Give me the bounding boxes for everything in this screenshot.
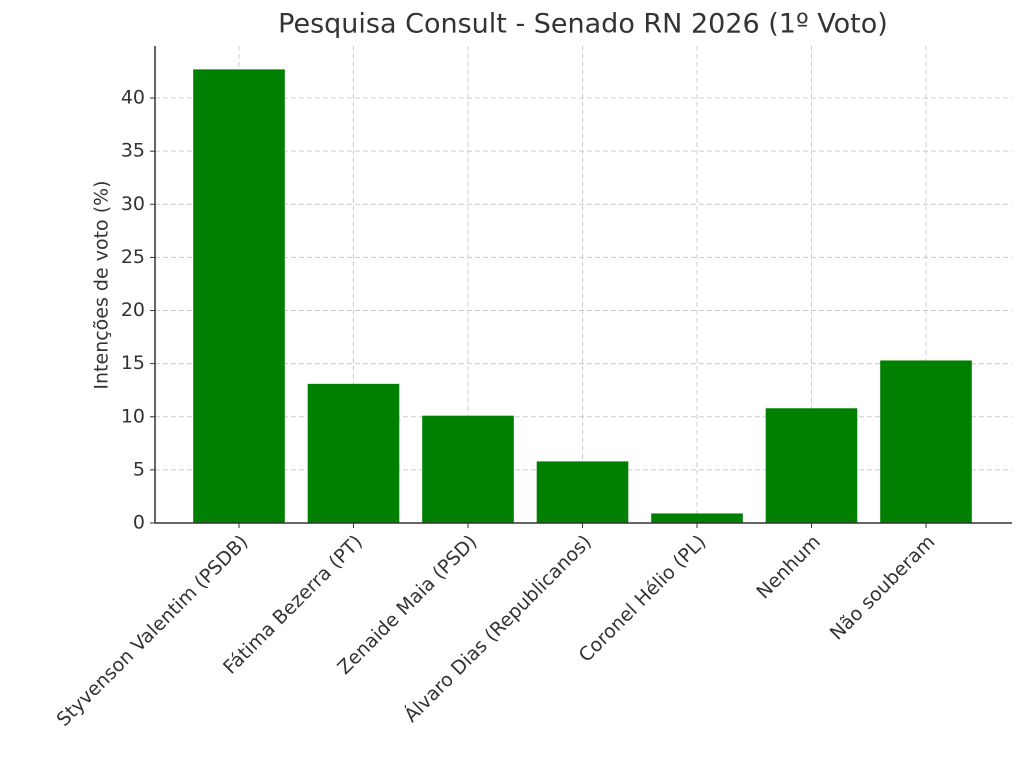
bar <box>422 415 514 523</box>
y-tick-label: 30 <box>121 193 145 215</box>
y-tick-label: 20 <box>121 299 145 321</box>
y-tick-label: 25 <box>121 246 145 268</box>
bar <box>536 461 629 523</box>
y-tick-label: 40 <box>121 87 145 109</box>
y-tick-label: 10 <box>121 405 145 427</box>
bar <box>307 383 400 523</box>
x-tick-label: Álvaro Dias (Republicanos) <box>399 530 596 727</box>
y-tick-label: 5 <box>133 458 145 480</box>
bar <box>880 360 972 523</box>
y-tick-label: 0 <box>133 512 145 534</box>
bar <box>193 69 285 523</box>
y-tick-label: 15 <box>121 352 145 374</box>
y-tick-label: 35 <box>121 140 145 162</box>
x-tick-label: Não souberam <box>826 531 940 645</box>
chart-title: Pesquisa Consult - Senado RN 2026 (1º Vo… <box>278 9 888 40</box>
bar <box>765 408 858 523</box>
y-axis-label: Intenções de voto (%) <box>91 180 113 389</box>
x-tick-label: Coronel Hélio (PL) <box>575 531 711 667</box>
bar <box>651 513 743 523</box>
x-tick-label: Styvenson Valentim (PSDB) <box>52 531 252 731</box>
x-tick-label: Nenhum <box>752 531 825 604</box>
